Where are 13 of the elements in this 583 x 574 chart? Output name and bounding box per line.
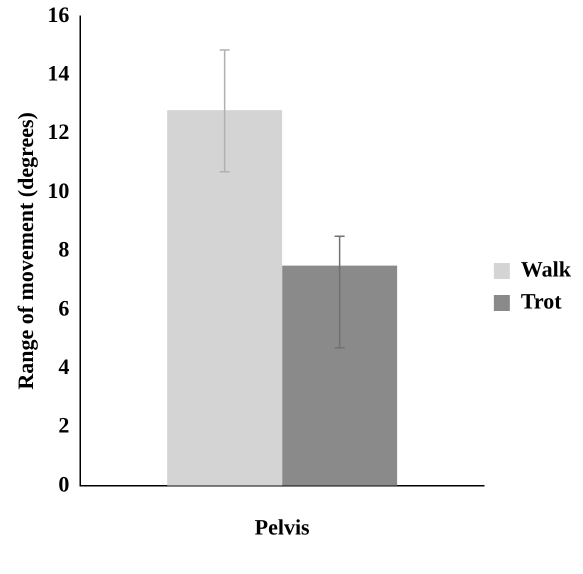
y-axis-title: Range of movement (degrees) bbox=[12, 112, 38, 390]
y-tick-label: 12 bbox=[47, 119, 70, 144]
y-tick-label: 0 bbox=[58, 471, 70, 496]
x-tick-label: Pelvis bbox=[254, 514, 310, 540]
y-tick-label: 10 bbox=[47, 178, 70, 203]
y-tick-label: 2 bbox=[58, 412, 70, 438]
legend-label: Trot bbox=[520, 288, 562, 314]
y-tick-label: 6 bbox=[58, 295, 70, 320]
y-tick-label: 8 bbox=[58, 236, 70, 262]
y-tick-label: 14 bbox=[47, 60, 70, 86]
legend-label: Walk bbox=[520, 256, 572, 282]
y-tick-label: 16 bbox=[47, 2, 70, 27]
y-tick-label: 4 bbox=[58, 354, 70, 379]
